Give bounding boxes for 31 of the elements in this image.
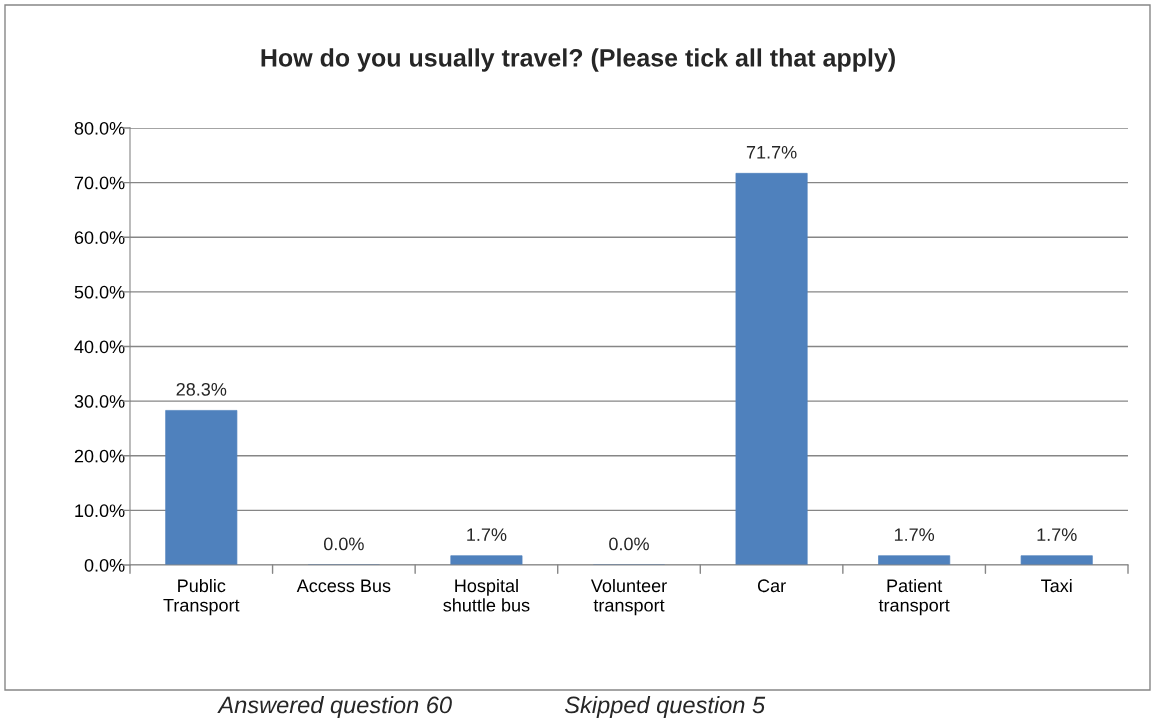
y-tick-label: 10.0%: [75, 504, 125, 518]
y-tick-label: 50.0%: [74, 285, 125, 299]
x-tick-label: Public Transport: [163, 578, 240, 616]
bar: [1020, 555, 1093, 565]
bar: [165, 410, 238, 565]
data-label: 28.3%: [176, 382, 227, 396]
data-label: 1.7%: [894, 528, 935, 541]
data-label: 1.7%: [1037, 528, 1077, 541]
x-tick-label: Taxi: [1041, 578, 1072, 593]
y-tick-label: 40.0%: [74, 340, 125, 354]
y-tick-label: 30.0%: [74, 395, 125, 408]
text: Answered question 60: [217, 695, 452, 719]
x-tick-label: Car: [757, 579, 786, 593]
text: Skipped question 5: [564, 695, 766, 719]
x-tick-label: Volunteer transport: [590, 578, 667, 616]
y-tick-label: 70.0%: [74, 176, 125, 190]
bar: [735, 172, 808, 565]
chart-title: How do you usually travel? (Please tick all that apply): [261, 48, 895, 72]
y-tick-label: 60.0%: [74, 231, 125, 244]
x-tick-label: Hospital shuttle bus: [443, 578, 530, 612]
data-label: 0.0%: [609, 537, 649, 551]
data-label: 71.7%: [746, 145, 797, 159]
x-tick-label: Patient transport: [878, 578, 950, 616]
bar: [450, 555, 523, 565]
data-label: 0.0%: [323, 537, 364, 551]
data-label: 1.7%: [467, 528, 507, 541]
bar: [878, 555, 951, 565]
y-tick-label: 0.0%: [84, 558, 125, 572]
x-tick-label: Access Bus: [296, 579, 391, 593]
y-tick-label: 80.0%: [74, 121, 125, 135]
y-tick-label: 20.0%: [74, 449, 125, 463]
